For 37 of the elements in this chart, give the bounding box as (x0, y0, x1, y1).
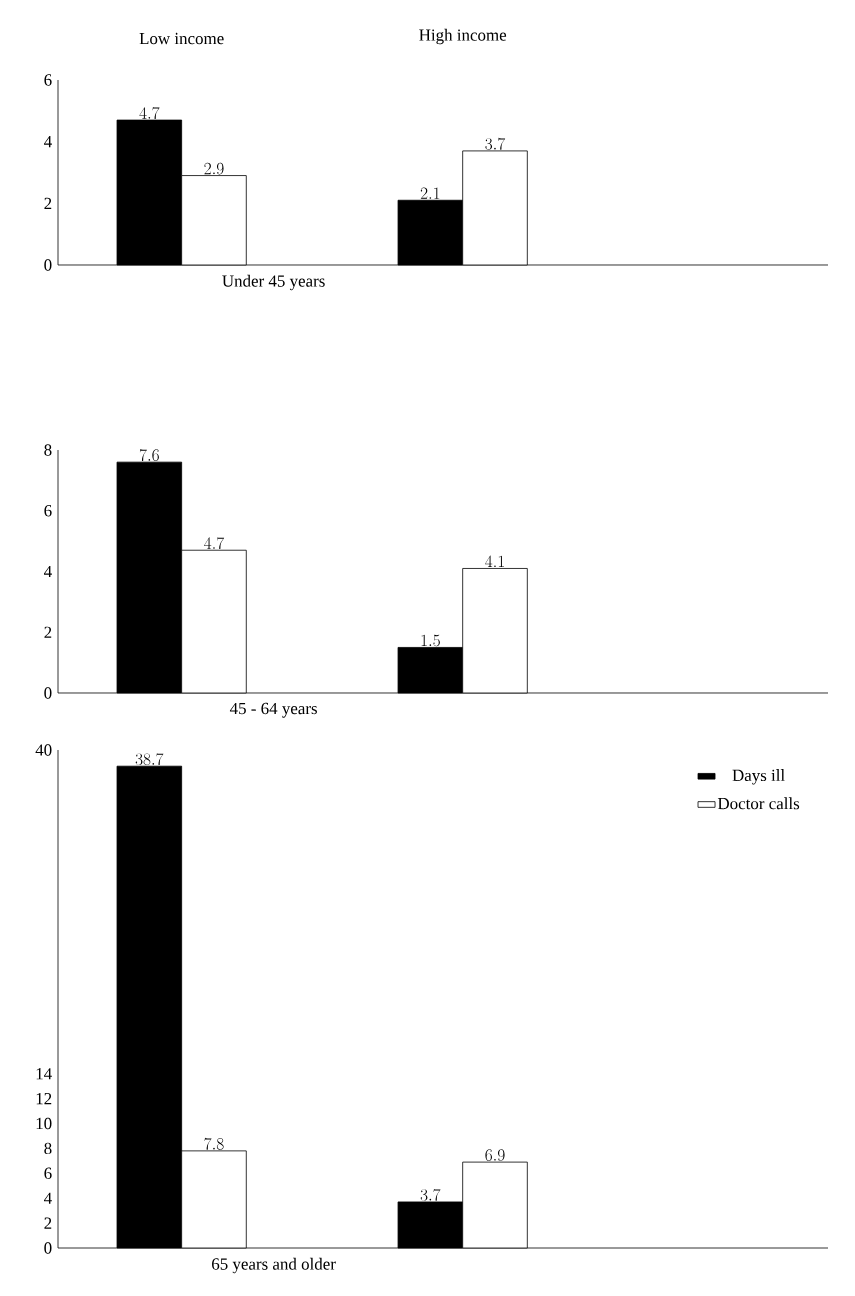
data-label: 3.7 (485, 137, 506, 150)
y-tick-label: 4 (44, 565, 52, 578)
legend-label: Doctor calls (717, 797, 800, 810)
y-tick-label: 2 (44, 1217, 52, 1229)
y-tick-label: 8 (44, 1142, 52, 1155)
x-axis-title: Under 45 years (222, 274, 325, 291)
x-tick-label: High income (419, 28, 507, 45)
data-label: 7.6 (139, 449, 159, 462)
data-label: 2. 1 (420, 187, 440, 199)
data-label: 2.9 (204, 162, 224, 175)
data-label: 3.7 (420, 1188, 441, 1201)
data-label: 4. 1 (485, 555, 504, 568)
y-tick-label: 2 (44, 626, 52, 638)
y-tick-label: 0 (44, 687, 52, 699)
x-axis-title: 45 - 64 years (229, 702, 317, 718)
y-tick-label: 6 (44, 74, 52, 86)
data-label: 1 .5 (421, 634, 440, 647)
legend-label: Days ill (732, 769, 785, 785)
data-label: 4.7 (139, 107, 160, 119)
y-tick-label: 2 (44, 197, 52, 209)
y-tick-label: 0 (44, 1242, 52, 1254)
y-tick-label: 14 (36, 1068, 52, 1080)
y-tick-label: 6 (44, 1167, 52, 1179)
data-label: 4.7 (204, 537, 225, 550)
y-tick-label: 10 (36, 1117, 52, 1130)
y-tick-label: 12 (36, 1092, 52, 1105)
x-tick-label: Low income (139, 32, 224, 45)
data-label: 7.8 (204, 1137, 224, 1150)
data-label: 38.7 (135, 753, 164, 766)
x-axis-title: 65 years and older (212, 1257, 336, 1274)
y-tick-label: 4 (44, 1192, 52, 1204)
y-tick-label: 40 (35, 744, 52, 756)
y-tick-label: 6 (44, 505, 52, 517)
y-tick-label: 8 (44, 444, 52, 456)
y-tick-label: 4 (44, 136, 52, 148)
y-tick-label: 0 (44, 259, 52, 271)
data-label: 6.9 (485, 1149, 505, 1161)
